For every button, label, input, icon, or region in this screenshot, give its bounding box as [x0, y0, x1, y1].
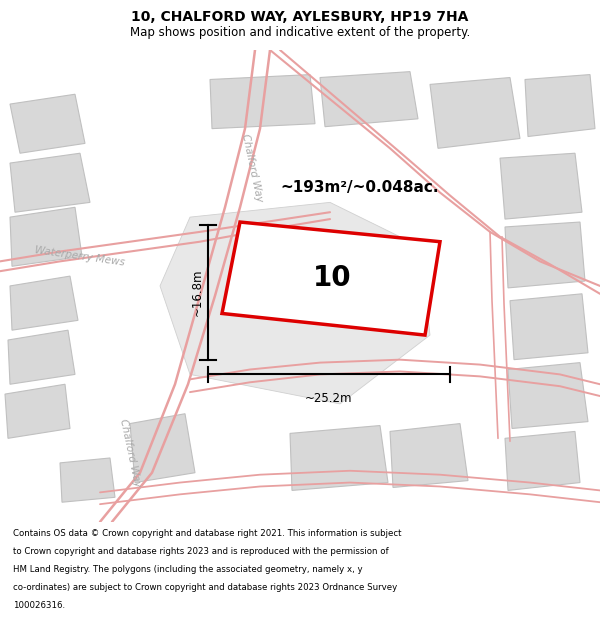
Polygon shape	[510, 294, 588, 359]
Polygon shape	[508, 362, 588, 429]
Text: ~16.8m: ~16.8m	[191, 269, 204, 316]
Polygon shape	[10, 208, 82, 266]
Polygon shape	[160, 202, 430, 404]
Text: Map shows position and indicative extent of the property.: Map shows position and indicative extent…	[130, 26, 470, 39]
Text: Waterperry Mews: Waterperry Mews	[34, 245, 125, 268]
Text: Contains OS data © Crown copyright and database right 2021. This information is : Contains OS data © Crown copyright and d…	[13, 529, 402, 538]
Polygon shape	[500, 153, 582, 219]
Text: 10: 10	[313, 264, 351, 292]
Text: 100026316.: 100026316.	[13, 601, 65, 610]
Text: to Crown copyright and database rights 2023 and is reproduced with the permissio: to Crown copyright and database rights 2…	[13, 547, 389, 556]
Polygon shape	[525, 74, 595, 136]
Text: Chalford Way: Chalford Way	[240, 133, 264, 203]
Polygon shape	[290, 426, 388, 491]
Polygon shape	[10, 153, 90, 213]
Polygon shape	[390, 424, 468, 488]
Text: Chalford Way: Chalford Way	[118, 418, 142, 488]
Text: HM Land Registry. The polygons (including the associated geometry, namely x, y: HM Land Registry. The polygons (includin…	[13, 565, 363, 574]
Text: ~25.2m: ~25.2m	[305, 392, 353, 405]
Polygon shape	[130, 414, 195, 482]
Polygon shape	[10, 94, 85, 153]
Polygon shape	[430, 78, 520, 148]
Polygon shape	[8, 330, 75, 384]
Polygon shape	[10, 276, 78, 330]
Polygon shape	[5, 384, 70, 438]
Text: co-ordinates) are subject to Crown copyright and database rights 2023 Ordnance S: co-ordinates) are subject to Crown copyr…	[13, 583, 397, 592]
Text: 10, CHALFORD WAY, AYLESBURY, HP19 7HA: 10, CHALFORD WAY, AYLESBURY, HP19 7HA	[131, 10, 469, 24]
Polygon shape	[505, 222, 585, 288]
Polygon shape	[60, 458, 115, 503]
Polygon shape	[505, 431, 580, 491]
Polygon shape	[210, 74, 315, 129]
Text: ~193m²/~0.048ac.: ~193m²/~0.048ac.	[280, 180, 439, 195]
Polygon shape	[320, 72, 418, 127]
Polygon shape	[222, 222, 440, 335]
